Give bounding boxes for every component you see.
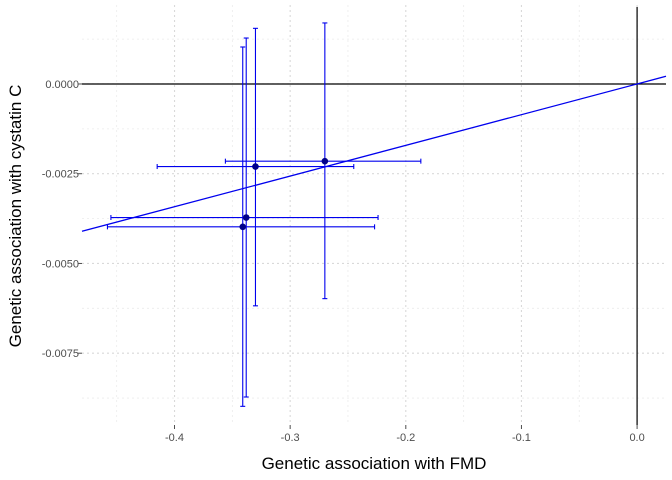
x-tick-label: 0.0 — [629, 432, 644, 444]
data-point — [321, 157, 329, 165]
x-tick-label: -0.3 — [281, 432, 300, 444]
reference-lines — [82, 7, 666, 425]
y-tick-label: 0.0000 — [45, 79, 79, 91]
x-axis-title: Genetic association with FMD — [262, 454, 487, 473]
y-tick-label: -0.0025 — [42, 169, 79, 181]
grid — [82, 5, 666, 425]
data-point — [252, 163, 259, 170]
data-point — [242, 214, 250, 221]
x-tick-label: -0.4 — [165, 432, 184, 444]
y-tick-label: -0.0075 — [42, 348, 79, 360]
x-tick-label: -0.1 — [512, 432, 531, 444]
data-point — [239, 223, 247, 231]
data-points — [239, 157, 329, 231]
fit-line-group — [81, 75, 667, 232]
y-axis-title: Genetic association with cystatin C — [6, 85, 25, 348]
y-axis-ticks: 0.0000 -0.0025 -0.0050 -0.0075 — [42, 79, 82, 360]
x-tick-label: -0.2 — [396, 432, 415, 444]
x-axis-ticks: -0.4 -0.3 -0.2 -0.1 0.0 — [165, 425, 645, 444]
fit-line — [81, 75, 667, 232]
error-bars — [106, 22, 422, 407]
y-tick-label: -0.0050 — [42, 258, 79, 270]
